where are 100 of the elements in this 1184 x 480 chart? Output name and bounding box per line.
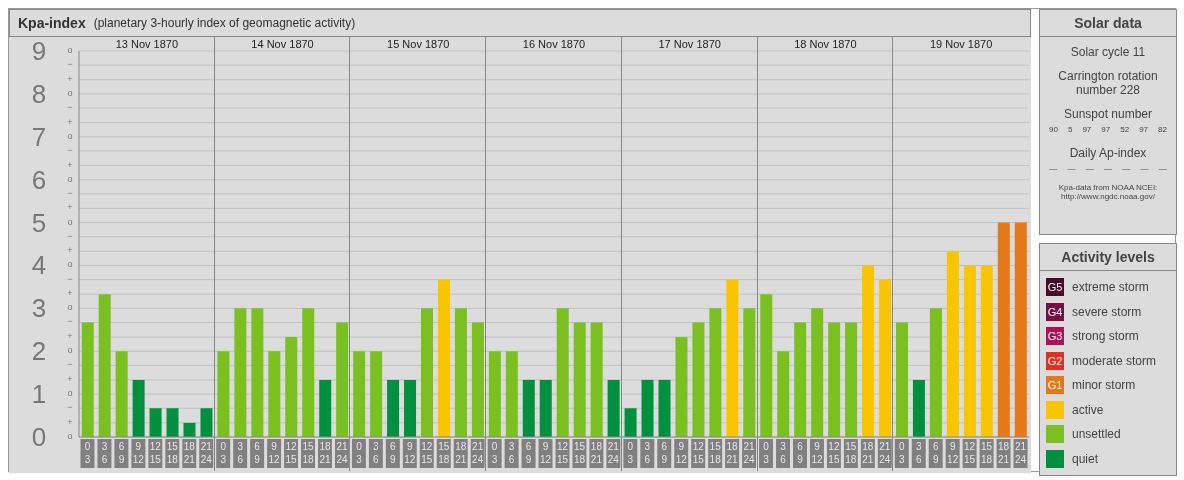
legend-label: quiet (1072, 451, 1099, 466)
bar (709, 308, 722, 437)
x-tick-label: 15 18 (573, 441, 586, 465)
x-tick-label: 6 9 (525, 441, 532, 465)
text: 13 Nov 1870 (114, 38, 180, 51)
bar (879, 279, 892, 437)
text: 15 Nov 1870 (386, 38, 451, 51)
bar (556, 308, 569, 437)
text: + (66, 288, 74, 300)
text: — (1067, 164, 1076, 173)
x-tick-label: 3 6 (508, 441, 515, 465)
x-tick-label: 6 9 (797, 441, 804, 465)
bar (132, 379, 145, 437)
text: 5 (1067, 125, 1073, 134)
bar (268, 351, 281, 437)
x-tick-label: 9 12 (268, 441, 281, 465)
text: 16 Nov 1870 (521, 38, 587, 51)
text: — (1085, 164, 1094, 173)
bar (726, 279, 739, 437)
text: Kpa-data from NOAA NCEI: http://www.ngdc.noaa.gov/ (1057, 183, 1159, 201)
text: o (66, 431, 74, 442)
text: − (66, 273, 74, 285)
bar (166, 408, 179, 437)
bar (997, 222, 1010, 437)
x-tick-label: 18 21 (726, 441, 739, 465)
text: 14 Nov 1870 (250, 38, 315, 51)
bar (183, 422, 196, 437)
text: G4 (1046, 302, 1064, 321)
x-tick-label: 9 12 (675, 441, 688, 465)
x-tick-label: 15 18 (845, 441, 857, 465)
x-tick-label: 18 21 (862, 441, 874, 465)
text: Sunspot number (1062, 107, 1154, 121)
text: — (1049, 164, 1058, 173)
text: + (66, 202, 74, 214)
x-tick-label: 21 24 (607, 441, 620, 465)
text: 90 (1049, 125, 1058, 134)
bar (692, 322, 705, 437)
x-tick-label: 0 3 (84, 441, 91, 465)
legend-label: strong storm (1072, 329, 1139, 344)
bar (421, 308, 433, 437)
text: 97 (1139, 125, 1149, 134)
text: — (1122, 164, 1131, 173)
text: − (66, 187, 74, 199)
text: — (1103, 164, 1112, 173)
y-tick-label: 1 (31, 379, 47, 410)
text: 52 (1120, 125, 1130, 134)
bar (437, 279, 450, 437)
text: G2 (1046, 351, 1064, 370)
chart-subtitle: (planetary 3-hourly index of geomagnetic activity) (93, 16, 356, 30)
x-tick-label: 0 3 (898, 441, 905, 465)
text: G5 (1046, 278, 1064, 297)
legend-label: unsettled (1072, 427, 1121, 442)
bar (454, 308, 467, 437)
x-tick-label: 21 24 (200, 441, 213, 465)
y-tick-label: 5 (31, 207, 47, 238)
text: + (66, 331, 74, 343)
x-tick-label: 21 24 (743, 441, 756, 465)
x-tick-label: 12 15 (149, 441, 162, 465)
text: − (66, 402, 74, 414)
bar (862, 265, 875, 437)
x-tick-label: 18 21 (319, 441, 331, 465)
x-tick-label: 12 15 (421, 441, 433, 465)
bar (404, 379, 417, 437)
text: + (66, 73, 74, 85)
text: o (66, 173, 74, 185)
x-tick-label: 6 9 (254, 441, 261, 465)
bar (336, 322, 349, 437)
bar (590, 322, 603, 437)
bar (811, 308, 824, 437)
x-tick-label: 12 15 (964, 441, 976, 465)
text: o (66, 45, 74, 56)
text: — (1158, 164, 1167, 173)
bar (980, 265, 993, 437)
bar (1014, 222, 1027, 437)
text: − (66, 359, 74, 371)
text: − (66, 316, 74, 328)
bar (200, 408, 213, 437)
x-tick-label: 9 12 (404, 441, 416, 465)
text: o (66, 345, 74, 357)
legend-title: Activity levels (1040, 244, 1176, 271)
x-tick-label: 0 3 (220, 441, 227, 465)
y-tick-label: 2 (31, 336, 47, 367)
text: Solar cycle 11 (1069, 45, 1147, 59)
x-tick-label: 18 21 (183, 441, 196, 465)
legend-label: extreme storm (1072, 280, 1149, 295)
text: o (66, 216, 74, 228)
x-tick-label: 0 3 (491, 441, 498, 465)
x-tick-label: 15 18 (302, 441, 315, 465)
bar (285, 337, 298, 437)
y-tick-label: 8 (31, 78, 47, 109)
text: + (66, 116, 74, 128)
bar (963, 265, 976, 437)
x-tick-label: 6 9 (932, 441, 939, 465)
text: + (66, 373, 74, 385)
text: − (66, 230, 74, 242)
text: Solar data (1040, 10, 1176, 37)
legend-label: severe storm (1072, 304, 1142, 319)
x-tick-label: 0 3 (627, 441, 634, 465)
bar (845, 322, 858, 437)
x-tick-label: 3 6 (780, 441, 787, 465)
